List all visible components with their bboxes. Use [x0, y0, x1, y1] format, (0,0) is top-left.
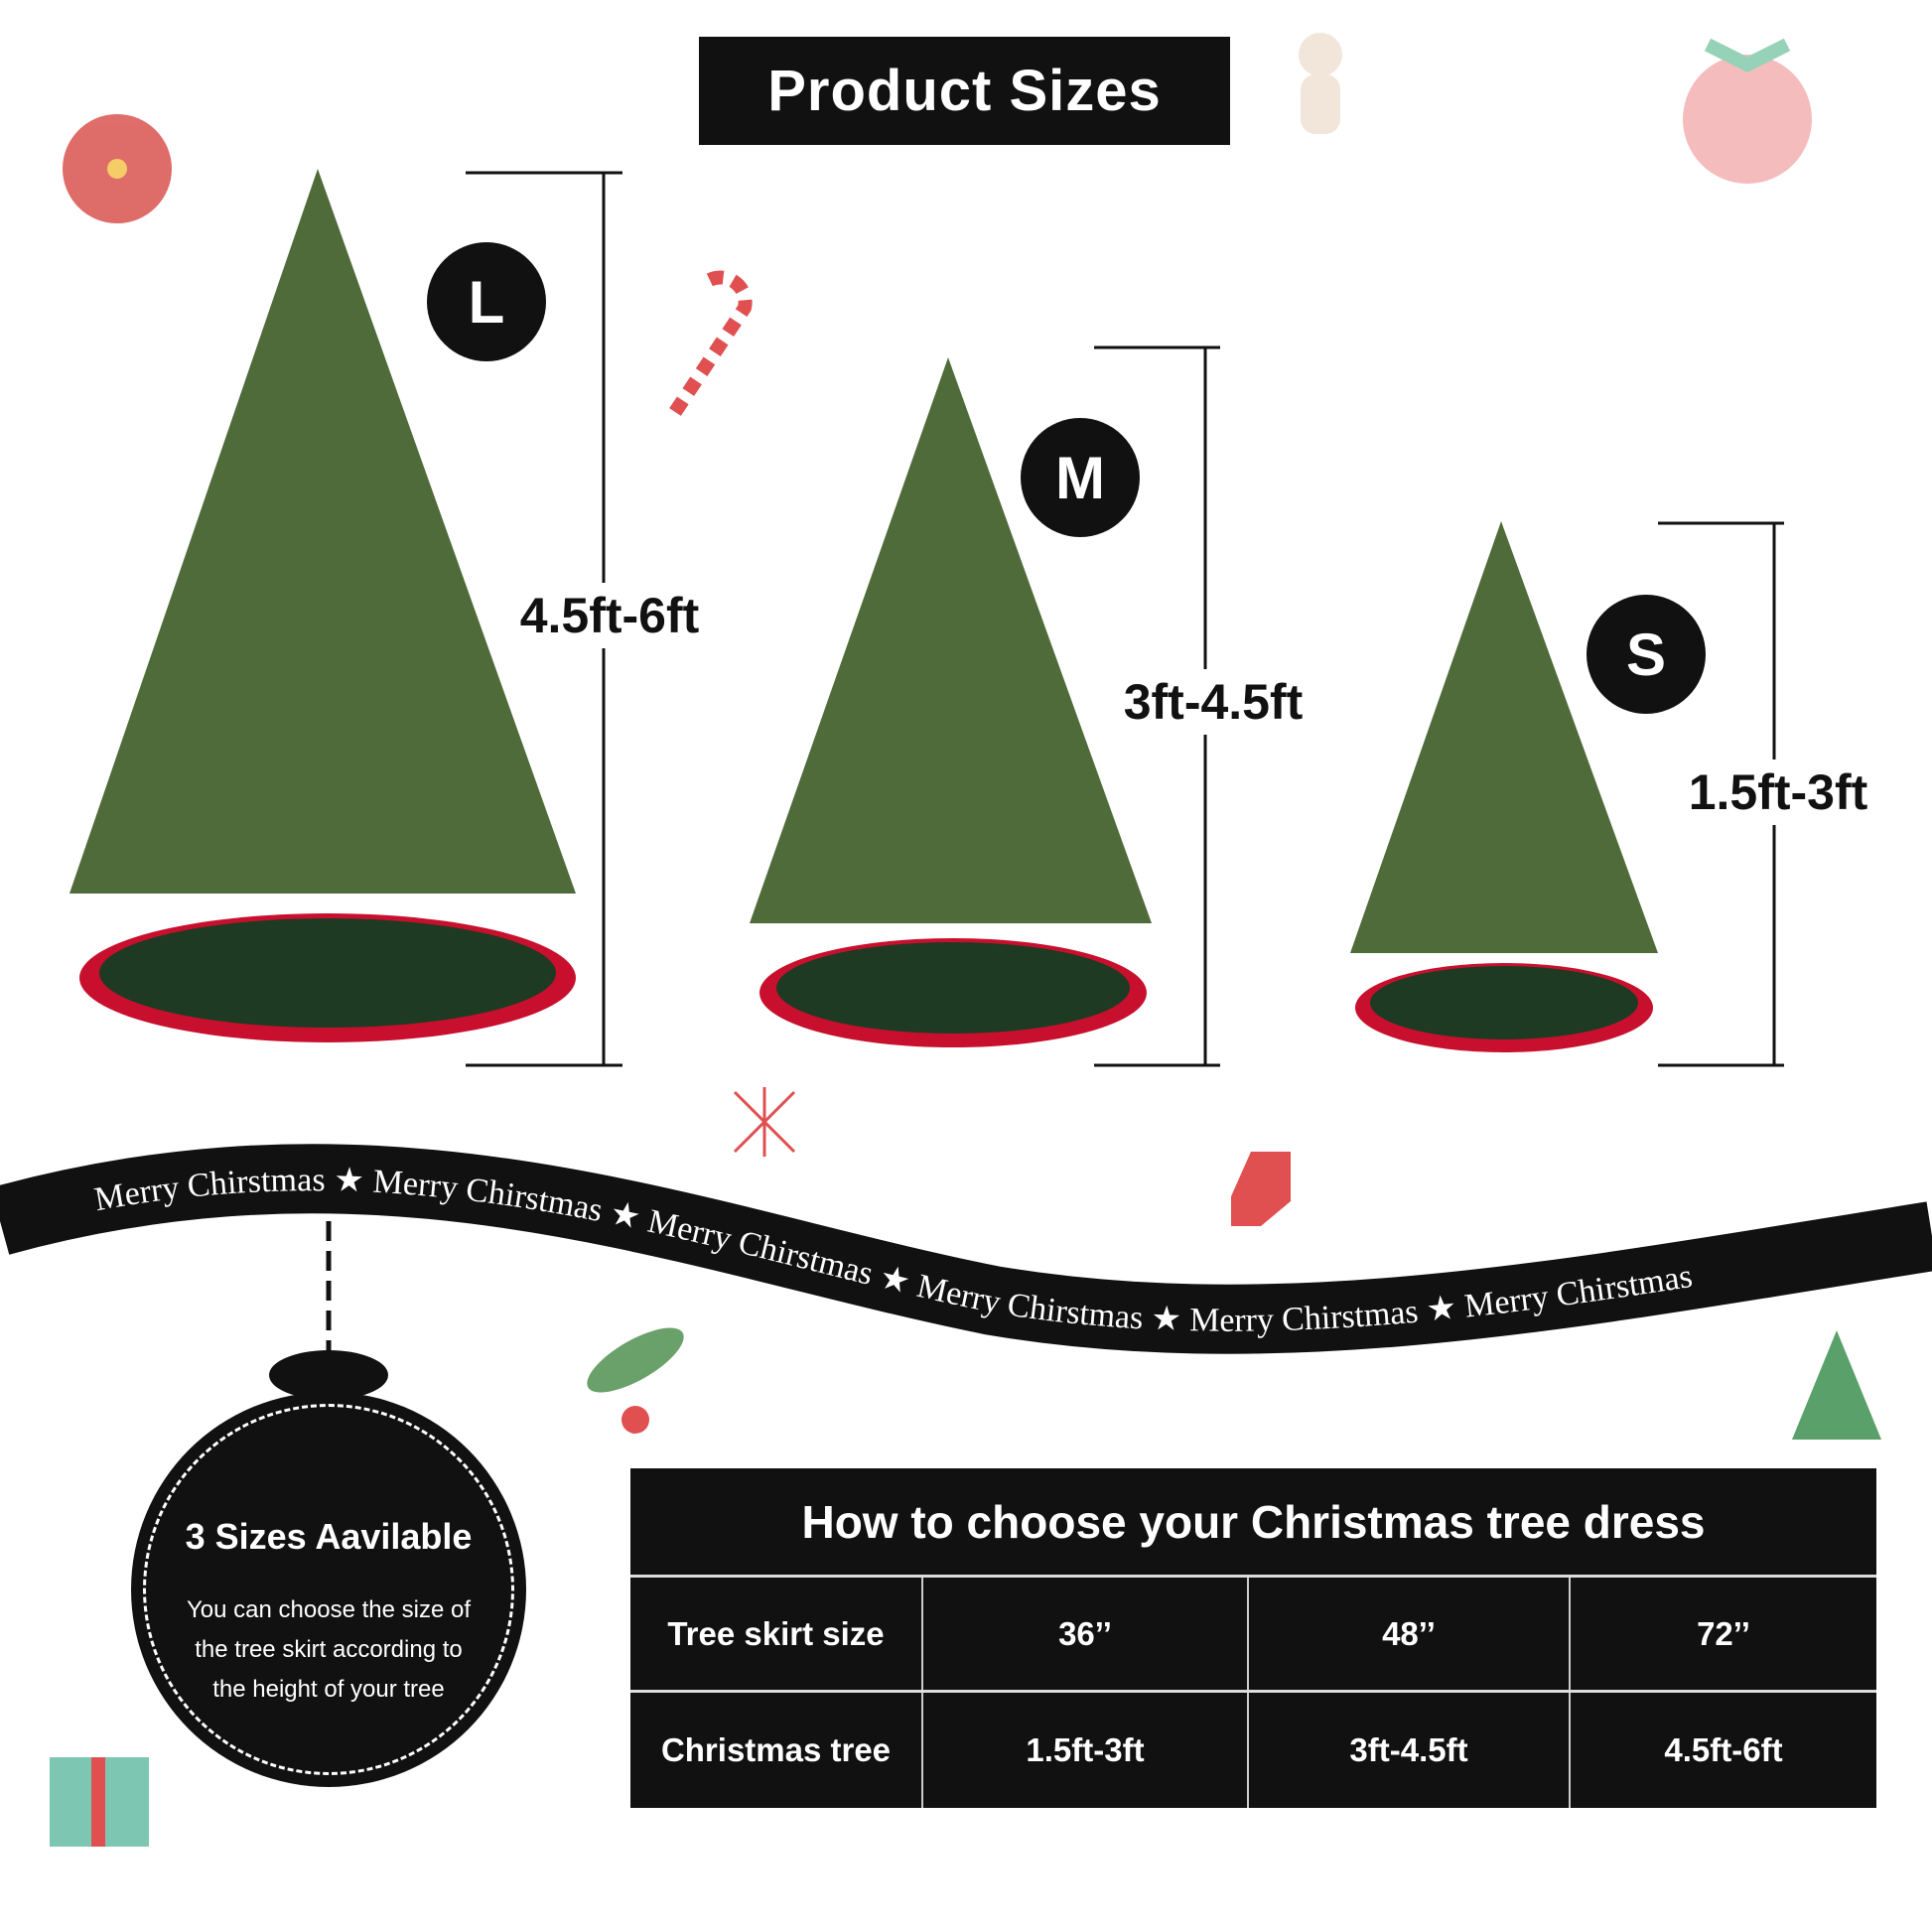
size-guide-table: How to choose your Christmas tree dress … — [630, 1468, 1876, 1808]
tree-small-image — [1350, 521, 1658, 1052]
table-cell: 36’’ — [921, 1578, 1247, 1690]
table-cell: 3ft-4.5ft — [1247, 1693, 1569, 1808]
height-label-m: 3ft-4.5ft — [1123, 669, 1304, 735]
holly-icon — [587, 1327, 684, 1434]
height-label-s: 1.5ft-3ft — [1688, 759, 1868, 825]
table-cell: 4.5ft-6ft — [1569, 1693, 1876, 1808]
candy-cane-icon — [669, 270, 753, 416]
table-title: How to choose your Christmas tree dress — [630, 1468, 1876, 1578]
merry-christmas-ribbon — [0, 1144, 1932, 1354]
size-badge-l: L — [427, 242, 546, 361]
gingerbread-icon — [1299, 33, 1342, 134]
row-label: Christmas tree — [660, 1731, 892, 1768]
row-label: Tree skirt size — [667, 1614, 885, 1652]
table-row: Tree skirt size 36’’ 48’’ 72’’ — [630, 1578, 1876, 1693]
table-cell: 48’’ — [1247, 1578, 1569, 1690]
xmas-tree-icon — [1792, 1330, 1881, 1440]
table-cell: 72’’ — [1569, 1578, 1876, 1690]
page-title: Product Sizes — [699, 37, 1230, 145]
tree-medium-image — [750, 357, 1152, 1047]
table-cell: 1.5ft-3ft — [921, 1693, 1247, 1808]
snowflake-icon — [733, 1087, 796, 1157]
badge-heading: 3 Sizes Aavilable — [185, 1516, 473, 1557]
sizes-available-badge: 3 Sizes Aavilable You can choose the siz… — [131, 1392, 526, 1787]
gift-icon — [50, 1757, 149, 1847]
size-badge-s: S — [1587, 595, 1706, 714]
badge-body: You can choose the size of the tree skir… — [187, 1596, 471, 1703]
pine-top-icon — [269, 1350, 388, 1400]
tree-large-image — [69, 169, 576, 1042]
stocking-icon — [1231, 1152, 1291, 1226]
table-row: Christmas tree 1.5ft-3ft 3ft-4.5ft 4.5ft… — [630, 1693, 1876, 1808]
ornament-icon — [1683, 38, 1812, 184]
height-label-l: 4.5ft-6ft — [519, 583, 700, 648]
size-badge-m: M — [1021, 418, 1140, 537]
poinsettia-icon — [63, 114, 172, 223]
